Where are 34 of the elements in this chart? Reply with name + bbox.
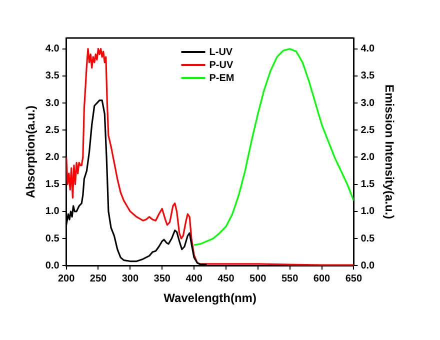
y2-axis-title: Emission Intensity(a.u.) <box>382 84 396 220</box>
y2-tick-label: 2.5 <box>360 124 376 136</box>
x-tick-label: 200 <box>58 273 76 284</box>
y-tick-label: 4.0 <box>45 44 60 55</box>
y-tick-label: 0.5 <box>45 233 60 244</box>
y2-tick-label: 1.5 <box>360 179 376 190</box>
y-tick-label: 3.0 <box>45 98 60 109</box>
x-tick-label: 650 <box>345 273 362 284</box>
x-tick-label: 500 <box>250 273 267 284</box>
y-tick-label: 1.0 <box>45 206 60 218</box>
y2-tick-label: 4.0 <box>360 44 376 55</box>
legend-label: L-UV <box>209 46 233 58</box>
y-axis-title: Absorption(a.u.) <box>24 105 38 198</box>
y-tick-label: 3.5 <box>45 70 60 82</box>
x-tick-label: 350 <box>154 273 171 284</box>
legend-label: P-EM <box>209 72 234 84</box>
y-tick-label: 2.5 <box>45 124 60 136</box>
x-tick-label: 600 <box>313 273 331 284</box>
y2-tick-label: 0.0 <box>360 260 376 272</box>
y2-tick-label: 2.0 <box>360 152 376 163</box>
legend-label: P-UV <box>209 60 234 71</box>
x-tick-label: 550 <box>281 273 299 284</box>
y2-tick-label: 0.5 <box>360 233 376 244</box>
x-tick-label: 400 <box>186 273 203 284</box>
x-tick-label: 450 <box>218 273 235 284</box>
y-tick-label: 0.0 <box>45 260 60 272</box>
y2-tick-label: 1.0 <box>360 206 376 218</box>
x-tick-label: 250 <box>90 273 108 284</box>
y2-tick-label: 3.0 <box>360 98 376 109</box>
x-axis-title: Wavelength(nm) <box>164 291 256 306</box>
x-tick-label: 300 <box>122 273 139 284</box>
y-tick-label: 1.5 <box>45 179 60 190</box>
y-tick-label: 2.0 <box>45 152 60 163</box>
y2-tick-label: 3.5 <box>360 70 376 82</box>
